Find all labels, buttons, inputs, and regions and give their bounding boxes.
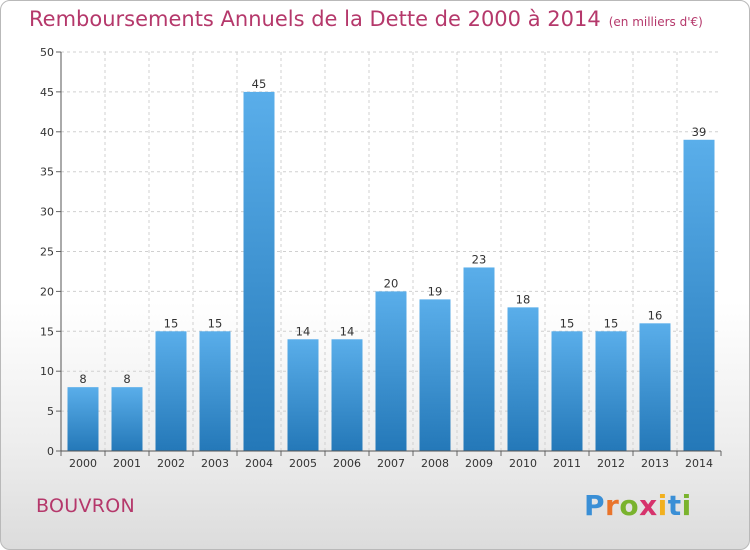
data-label: 16 — [648, 308, 663, 322]
data-label: 14 — [340, 324, 355, 338]
bar-2014[interactable] — [683, 139, 715, 451]
logo-letter: i — [681, 489, 692, 522]
bar-2000[interactable] — [67, 387, 99, 451]
data-label: 23 — [472, 252, 487, 266]
bar-2011[interactable] — [551, 331, 583, 451]
logo-letter: P — [584, 489, 606, 522]
data-label: 45 — [252, 77, 267, 91]
title-line: Remboursements Annuels de la Dette de 20… — [29, 7, 703, 31]
proxiti-logo[interactable]: Proxiti — [584, 489, 692, 522]
y-tick-label: 50 — [40, 46, 54, 59]
y-tick-label: 0 — [47, 445, 54, 458]
data-label: 8 — [79, 372, 86, 386]
commune-name: BOUVRON — [36, 495, 136, 517]
y-tick-label: 5 — [47, 405, 54, 418]
y-tick-label: 40 — [40, 126, 54, 139]
data-label: 15 — [604, 316, 619, 330]
x-tick-label: 2008 — [421, 457, 449, 470]
bar-2012[interactable] — [595, 331, 627, 451]
x-tick-label: 2000 — [69, 457, 97, 470]
y-tick-label: 45 — [40, 86, 54, 99]
y-tick-label: 20 — [40, 285, 54, 298]
y-tick-label: 15 — [40, 325, 54, 338]
y-tick-label: 25 — [40, 246, 54, 259]
logo-letter: i — [657, 489, 668, 522]
bar-2005[interactable] — [287, 339, 319, 451]
bar-2004[interactable] — [243, 91, 275, 452]
chart-unit: (en milliers d'€) — [608, 15, 703, 29]
logo-letter: t — [667, 489, 682, 522]
logo-letter: x — [639, 489, 658, 522]
bar-2008[interactable] — [419, 299, 451, 451]
logo-letter: o — [619, 489, 640, 522]
y-tick-label: 35 — [40, 166, 54, 179]
data-label: 18 — [516, 292, 531, 306]
x-tick-label: 2014 — [685, 457, 713, 470]
logo-letter: r — [605, 489, 620, 522]
x-tick-label: 2005 — [289, 457, 317, 470]
data-label: 15 — [164, 316, 179, 330]
x-tick-label: 2013 — [641, 457, 669, 470]
bar-2003[interactable] — [199, 331, 231, 451]
x-tick-label: 2012 — [597, 457, 625, 470]
data-label: 19 — [428, 284, 443, 298]
data-label: 15 — [208, 316, 223, 330]
chart-title: Remboursements Annuels de la Dette de 20… — [29, 7, 601, 31]
x-tick-label: 2001 — [113, 457, 141, 470]
x-tick-label: 2011 — [553, 457, 581, 470]
x-tick-label: 2007 — [377, 457, 405, 470]
x-tick-label: 2004 — [245, 457, 273, 470]
bar-2001[interactable] — [111, 387, 143, 451]
x-tick-label: 2009 — [465, 457, 493, 470]
axis-layer: 0 5 10 15 20 25 30 35 40 45 50 2000 2001 2002 2003 2004… — [40, 46, 722, 470]
data-label: 39 — [692, 125, 707, 139]
data-label: 14 — [296, 324, 311, 338]
x-tick-label: 2003 — [201, 457, 229, 470]
x-tick-label: 2006 — [333, 457, 361, 470]
bar-2013[interactable] — [639, 323, 671, 451]
y-tick-label: 10 — [40, 365, 54, 378]
bar-2007[interactable] — [375, 291, 407, 451]
bars-layer: 8 8 15 15 45 14 14 20 19 23 18 15 15 16 39 — [67, 77, 715, 452]
bar-2010[interactable] — [507, 307, 539, 451]
x-tick-label: 2010 — [509, 457, 537, 470]
x-tick-label: 2002 — [157, 457, 185, 470]
data-label: 8 — [123, 372, 130, 386]
bar-2006[interactable] — [331, 339, 363, 451]
y-tick-label: 30 — [40, 206, 54, 219]
bar-2002[interactable] — [155, 331, 187, 451]
data-label: 20 — [384, 276, 399, 290]
data-label: 15 — [560, 316, 575, 330]
bar-2009[interactable] — [463, 267, 495, 451]
